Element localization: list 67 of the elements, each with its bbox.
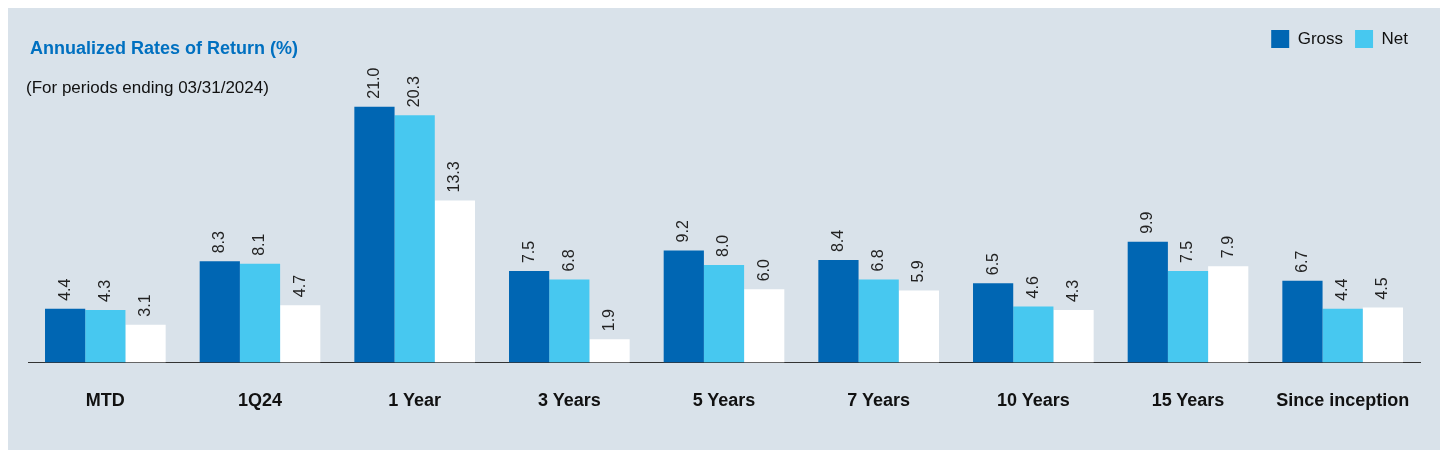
data-label: 4.3: [1063, 279, 1081, 303]
bar: [1127, 241, 1168, 363]
data-label: 9.9: [1138, 211, 1156, 234]
data-label: 7.5: [1178, 240, 1196, 264]
data-label: 9.2: [674, 220, 692, 243]
bar: [703, 264, 745, 363]
bar: [509, 271, 550, 363]
bar: [239, 263, 281, 363]
data-label: 3.1: [135, 294, 153, 317]
bar: [354, 106, 395, 363]
data-label: 7.9: [1218, 235, 1236, 259]
bar: [973, 283, 1014, 363]
bar: [858, 279, 899, 363]
x-tick-label: 1Q24: [237, 390, 283, 411]
data-label: 4.3: [95, 279, 113, 303]
bar: [199, 261, 240, 363]
chart-title: Annualized Rates of Return (%): [30, 38, 299, 59]
bar: [45, 308, 86, 363]
bar: [394, 115, 435, 363]
legend-label: Net: [1381, 28, 1409, 48]
bar: [589, 339, 630, 363]
x-tick-label: MTD: [85, 390, 125, 411]
data-label: 4.5: [1373, 277, 1391, 300]
data-label: 8.1: [250, 233, 268, 256]
bar: [1167, 271, 1209, 363]
bar: [1282, 280, 1323, 363]
data-label: 8.4: [828, 229, 846, 253]
data-label: 8.0: [714, 234, 732, 257]
x-tick-label: 7 Years: [847, 390, 911, 411]
data-label: 4.4: [55, 278, 73, 301]
data-label: 4.4: [1333, 278, 1351, 301]
bar: [434, 200, 475, 363]
data-label: 4.6: [1023, 276, 1041, 299]
data-label: 21.0: [364, 67, 382, 99]
data-label: 6.5: [983, 252, 1001, 276]
data-label: 6.8: [869, 249, 887, 272]
bar: [818, 260, 859, 363]
bar: [85, 310, 126, 363]
bar: [125, 324, 166, 363]
bar: [744, 289, 785, 363]
bar: [549, 279, 590, 363]
x-tick-label: 1 Year: [388, 390, 442, 411]
data-label: 5.9: [909, 260, 927, 283]
chart-subtitle: (For periods ending 03/31/2024): [26, 78, 269, 98]
data-label: 4.7: [290, 274, 308, 298]
bar: [1208, 266, 1249, 363]
bar: [898, 290, 939, 363]
data-label: 6.8: [559, 249, 577, 272]
x-tick-label: 5 Years: [692, 390, 756, 411]
data-label: 8.3: [210, 231, 228, 254]
bar: [1013, 306, 1054, 363]
bar: [1322, 308, 1363, 363]
legend-label: Gross: [1297, 28, 1344, 48]
data-label: 6.7: [1292, 250, 1310, 273]
bar: [1362, 307, 1403, 363]
x-tick-label: Since inception: [1276, 390, 1410, 411]
bar: [280, 305, 321, 363]
data-label: 20.3: [405, 75, 423, 108]
bar: [663, 250, 704, 363]
data-label: 6.0: [754, 259, 772, 282]
x-tick-label: 15 Years: [1151, 390, 1225, 411]
data-label: 7.5: [519, 240, 537, 264]
bar: [1053, 310, 1094, 363]
data-label: 13.3: [445, 161, 463, 193]
data-label: 1.9: [599, 308, 617, 332]
x-tick-label: 10 Years: [996, 390, 1070, 411]
x-tick-label: 3 Years: [537, 390, 601, 411]
